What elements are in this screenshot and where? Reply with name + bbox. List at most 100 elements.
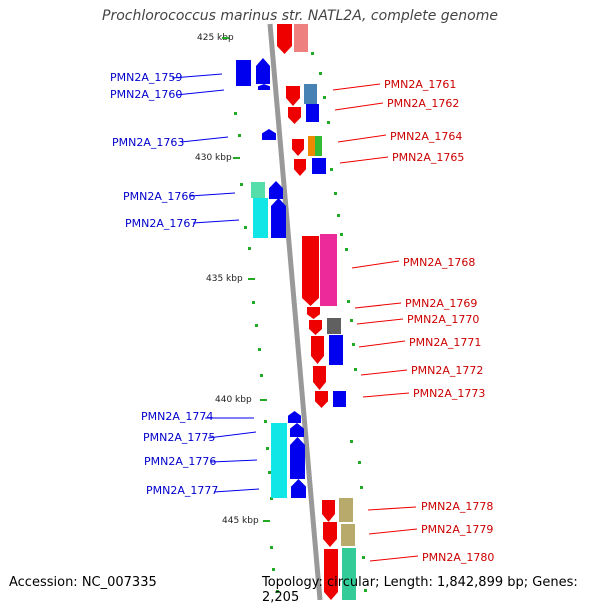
gene-arrow	[302, 236, 319, 306]
gene-arrow	[292, 139, 304, 156]
gene-label-right: PMN2A_1764	[390, 130, 462, 143]
gene-box	[294, 24, 308, 52]
gene-arrow	[315, 391, 328, 408]
gene-box	[333, 391, 346, 407]
leader-line	[360, 369, 408, 376]
gene-arrow	[294, 159, 306, 176]
gene-box	[306, 104, 319, 122]
gene-box	[236, 60, 251, 86]
gene-label-right: PMN2A_1768	[403, 256, 475, 269]
accession-text: Accession: NC_007335	[9, 575, 157, 590]
leader-line	[358, 340, 406, 348]
scale-tick-label: 435 kbp	[206, 274, 243, 284]
minor-tick	[252, 301, 255, 304]
gene-label-left: PMN2A_1759	[110, 71, 182, 84]
leader-line	[334, 102, 384, 111]
scale-tick-label: 445 kbp	[222, 516, 259, 526]
gene-arrow	[269, 181, 283, 199]
gene-arrow	[291, 479, 306, 498]
gene-box	[341, 524, 355, 546]
gene-box	[327, 318, 341, 334]
gene-arrow	[311, 336, 324, 364]
gene-label-left: PMN2A_1760	[110, 88, 182, 101]
minor-tick	[268, 471, 271, 474]
gene-arrow	[256, 58, 270, 84]
minor-tick	[260, 374, 263, 377]
leader-line	[180, 136, 229, 143]
gene-label-right: PMN2A_1773	[413, 387, 485, 400]
leader-line	[337, 134, 387, 143]
gene-label-left: PMN2A_1775	[143, 431, 215, 444]
gene-box	[320, 234, 337, 306]
minor-tick	[347, 300, 350, 303]
leader-line	[368, 528, 418, 535]
minor-tick	[323, 96, 326, 99]
leader-line	[213, 488, 260, 493]
leader-line	[207, 431, 257, 439]
genome-title: Prochlorococcus marinus str. NATL2A, com…	[102, 8, 498, 24]
minor-tick	[264, 420, 267, 423]
minor-tick	[266, 447, 269, 450]
gene-label-left: PMN2A_1774	[141, 410, 213, 423]
gene-label-right: PMN2A_1769	[405, 297, 477, 310]
leader-line	[367, 506, 417, 511]
minor-tick	[352, 343, 355, 346]
minor-tick	[238, 134, 241, 137]
minor-tick	[255, 324, 258, 327]
gene-box	[308, 136, 315, 156]
gene-arrow	[277, 24, 292, 54]
leader-line	[339, 156, 389, 164]
minor-tick	[358, 461, 361, 464]
leader-line	[356, 318, 404, 325]
minor-tick	[360, 486, 363, 489]
minor-tick	[364, 589, 367, 592]
gene-label-right: PMN2A_1762	[387, 97, 459, 110]
scale-tick-label: 430 kbp	[195, 153, 232, 163]
leader-line	[369, 555, 419, 562]
minor-tick	[248, 247, 251, 250]
minor-tick	[345, 248, 348, 251]
scale-tick-label: 440 kbp	[215, 395, 252, 405]
gene-label-left: PMN2A_1763	[112, 136, 184, 149]
gene-box	[342, 548, 356, 600]
gene-label-right: PMN2A_1780	[422, 551, 494, 564]
gene-label-left: PMN2A_1776	[144, 455, 216, 468]
gene-arrow	[288, 411, 301, 423]
scale-tick-label: 425 kbp	[197, 33, 234, 43]
leader-line	[171, 73, 223, 79]
leader-line	[354, 302, 402, 309]
minor-tick	[337, 214, 340, 217]
gene-box	[339, 498, 353, 522]
minor-tick	[340, 233, 343, 236]
gene-label-right: PMN2A_1779	[421, 523, 493, 536]
gene-arrow	[262, 129, 276, 140]
gene-label-right: PMN2A_1772	[411, 364, 483, 377]
minor-tick	[330, 168, 333, 171]
minor-tick	[276, 590, 279, 593]
minor-tick	[354, 368, 357, 371]
genome-axis	[267, 23, 323, 600]
minor-tick	[319, 72, 322, 75]
leader-line	[210, 459, 258, 463]
gene-label-right: PMN2A_1765	[392, 151, 464, 164]
gene-arrow	[258, 84, 270, 90]
topology-text: Topology: circular; Length: 1,842,899 bp…	[262, 575, 578, 605]
leader-line	[192, 219, 240, 224]
minor-tick	[270, 546, 273, 549]
gene-box	[329, 335, 343, 365]
minor-tick	[234, 112, 237, 115]
gene-arrow	[324, 549, 338, 600]
leader-line	[332, 83, 381, 91]
minor-tick	[244, 226, 247, 229]
gene-box	[251, 182, 265, 198]
leader-line	[175, 89, 225, 96]
leader-line	[351, 260, 400, 269]
gene-box	[312, 158, 326, 174]
minor-tick	[327, 121, 330, 124]
minor-tick	[311, 52, 314, 55]
minor-tick	[334, 192, 337, 195]
gene-arrow	[309, 320, 322, 335]
gene-box	[271, 423, 287, 498]
minor-tick	[362, 556, 365, 559]
